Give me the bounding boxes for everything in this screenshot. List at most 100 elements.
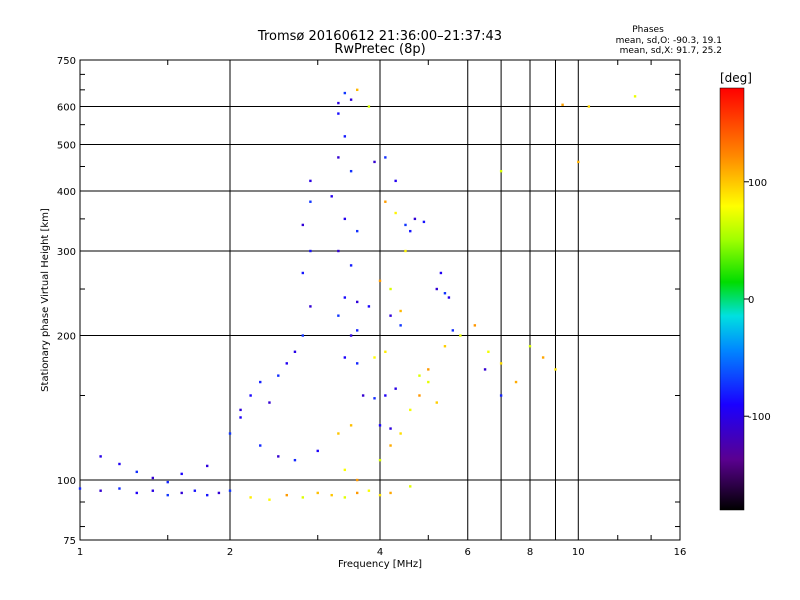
point-o-mode	[399, 324, 402, 327]
point-o-mode	[309, 305, 312, 308]
point-x-mode	[427, 380, 430, 384]
point-o-mode	[316, 449, 319, 453]
chart-subtitle: RwPretec (8p)	[334, 42, 425, 57]
point-x-mode	[418, 394, 421, 397]
point-o-mode	[349, 334, 353, 337]
x-tick-label: 16	[674, 547, 687, 558]
point-o-mode	[205, 464, 209, 468]
point-o-mode	[118, 462, 121, 466]
point-o-mode	[301, 334, 305, 337]
colorbar-label: [deg]	[720, 71, 752, 85]
point-x-mode	[577, 160, 580, 164]
point-x-mode	[355, 478, 359, 482]
point-o-mode	[180, 491, 183, 495]
point-x-mode	[528, 345, 532, 348]
point-x-mode	[487, 350, 490, 353]
x-tick-label: 1	[77, 547, 83, 558]
point-o-mode	[239, 408, 242, 412]
point-x-mode	[349, 424, 353, 427]
point-x-mode	[435, 401, 438, 404]
point-x-mode	[394, 211, 397, 215]
point-o-mode	[337, 249, 340, 253]
point-x-mode	[249, 496, 252, 499]
data-points	[78, 88, 637, 501]
point-x-mode	[343, 496, 347, 499]
point-o-mode	[373, 397, 376, 400]
point-o-mode	[355, 362, 359, 365]
point-x-mode	[378, 493, 382, 497]
point-x-mode	[399, 309, 402, 313]
point-o-mode	[499, 394, 503, 397]
point-o-mode	[451, 329, 455, 332]
point-o-mode	[384, 156, 387, 159]
point-o-mode	[180, 472, 183, 476]
point-o-mode	[349, 264, 353, 267]
point-o-mode	[355, 329, 359, 332]
y-tick-label: 400	[57, 187, 76, 198]
point-o-mode	[249, 394, 252, 397]
point-x-mode	[373, 356, 376, 359]
point-x-mode	[389, 491, 392, 495]
point-o-mode	[422, 220, 426, 224]
point-x-mode	[384, 200, 387, 203]
point-o-mode	[277, 374, 280, 377]
y-axis-label: Stationary phase Virtual Height [km]	[40, 208, 51, 392]
x-tick-label: 4	[377, 547, 383, 558]
x-tick-label: 2	[227, 547, 233, 558]
point-x-mode	[409, 485, 412, 488]
point-o-mode	[166, 480, 169, 484]
point-o-mode	[373, 160, 376, 164]
point-o-mode	[78, 487, 82, 490]
point-o-mode	[277, 455, 280, 458]
point-o-mode	[135, 470, 138, 474]
point-o-mode	[343, 356, 347, 359]
x-tick-label: 6	[465, 547, 471, 558]
point-o-mode	[309, 179, 312, 183]
point-x-mode	[389, 444, 392, 447]
point-o-mode	[239, 416, 242, 419]
x-tick-label: 10	[572, 547, 585, 558]
point-o-mode	[337, 156, 340, 159]
point-o-mode	[135, 491, 138, 495]
point-x-mode	[427, 368, 430, 371]
point-x-mode	[285, 493, 288, 497]
point-o-mode	[166, 493, 169, 497]
point-o-mode	[151, 476, 155, 480]
point-x-mode	[514, 380, 518, 384]
y-tick-label: 300	[57, 247, 76, 258]
point-o-mode	[309, 249, 312, 253]
point-o-mode	[228, 489, 232, 492]
point-x-mode	[330, 493, 333, 497]
point-x-mode	[268, 498, 271, 501]
point-o-mode	[447, 296, 451, 299]
point-o-mode	[409, 229, 412, 233]
point-o-mode	[355, 300, 359, 304]
point-x-mode	[459, 334, 462, 337]
point-o-mode	[343, 296, 347, 299]
point-o-mode	[259, 444, 262, 447]
point-o-mode	[268, 401, 271, 404]
point-x-mode	[561, 103, 564, 106]
point-o-mode	[99, 455, 102, 458]
point-o-mode	[483, 368, 487, 371]
point-x-mode	[384, 350, 387, 353]
point-o-mode	[394, 179, 397, 183]
point-o-mode	[439, 271, 443, 275]
point-x-mode	[337, 432, 340, 435]
point-x-mode	[343, 468, 347, 472]
point-o-mode	[361, 394, 365, 397]
point-x-mode	[633, 95, 637, 98]
point-o-mode	[349, 98, 353, 101]
point-o-mode	[285, 362, 288, 365]
point-x-mode	[367, 489, 371, 492]
y-tick-label: 600	[57, 103, 76, 114]
point-o-mode	[330, 195, 333, 198]
x-axis-label: Frequency [MHz]	[338, 559, 422, 570]
y-tick-labels: 75 100 200 300 400 500 600 750	[57, 56, 76, 547]
point-o-mode	[309, 200, 312, 203]
x-tick-label: 8	[527, 547, 533, 558]
point-x-mode	[418, 374, 421, 377]
point-o-mode	[343, 135, 347, 138]
x-tick-labels: 1 2 4 6 8 10 16	[77, 547, 687, 558]
point-x-mode	[404, 249, 407, 253]
